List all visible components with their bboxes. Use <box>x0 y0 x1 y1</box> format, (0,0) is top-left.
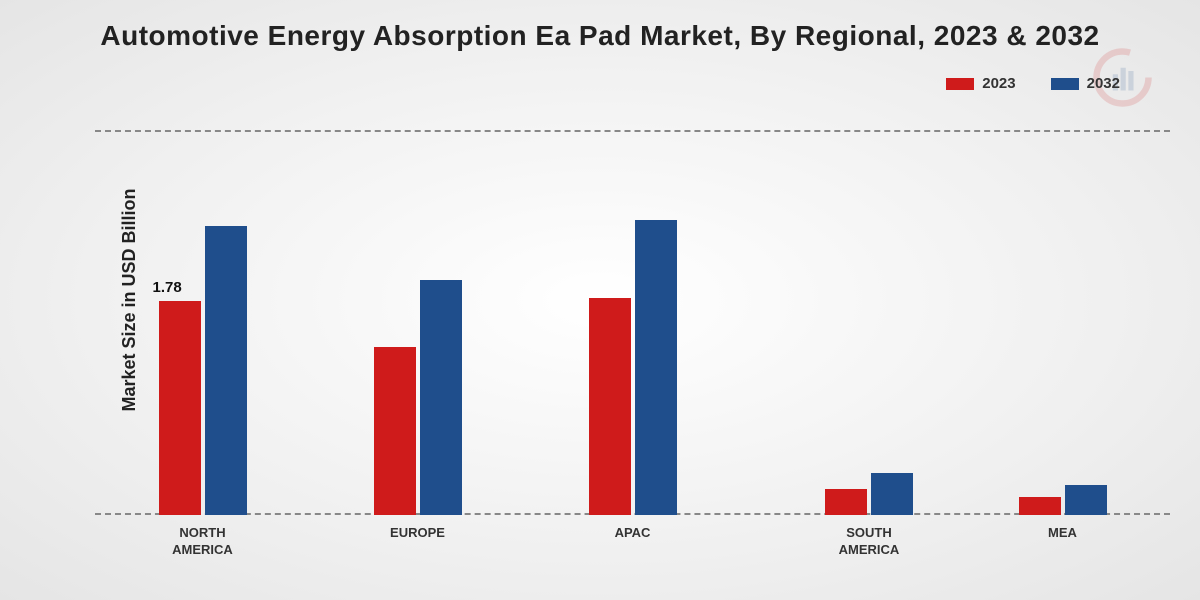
x-axis-label: APAC <box>573 525 693 542</box>
top-gridline <box>95 130 1170 132</box>
bar-group: EUROPE <box>358 280 478 515</box>
bar <box>1019 497 1061 515</box>
bar-value-label: 1.78 <box>153 279 182 296</box>
bar <box>825 489 867 515</box>
legend: 2023 2032 <box>946 75 1120 92</box>
legend-item-2032: 2032 <box>1051 75 1120 92</box>
legend-label-2032: 2032 <box>1087 75 1120 92</box>
x-axis-label: EUROPE <box>358 525 478 542</box>
plot-area: 1.78NORTHAMERICA EUROPE APAC SOUTHAMERICA ME… <box>95 130 1170 515</box>
x-axis-label: NORTHAMERICA <box>143 525 263 559</box>
bar-group: MEA <box>1003 485 1123 515</box>
bar <box>159 301 201 515</box>
chart-title: Automotive Energy Absorption Ea Pad Mark… <box>0 20 1200 52</box>
bar <box>420 280 462 515</box>
bar <box>205 226 247 515</box>
bar <box>871 473 913 515</box>
bar-group: SOUTHAMERICA <box>809 473 929 515</box>
legend-swatch-2023 <box>946 78 974 90</box>
legend-label-2023: 2023 <box>982 75 1015 92</box>
bar <box>374 347 416 515</box>
x-axis-label: SOUTHAMERICA <box>809 525 929 559</box>
bar-group: 1.78NORTHAMERICA <box>143 226 263 515</box>
bar <box>635 220 677 515</box>
bar <box>1065 485 1107 515</box>
legend-swatch-2032 <box>1051 78 1079 90</box>
legend-item-2023: 2023 <box>946 75 1015 92</box>
x-axis-label: MEA <box>1003 525 1123 542</box>
bar-group: APAC <box>573 220 693 515</box>
bar <box>589 298 631 515</box>
